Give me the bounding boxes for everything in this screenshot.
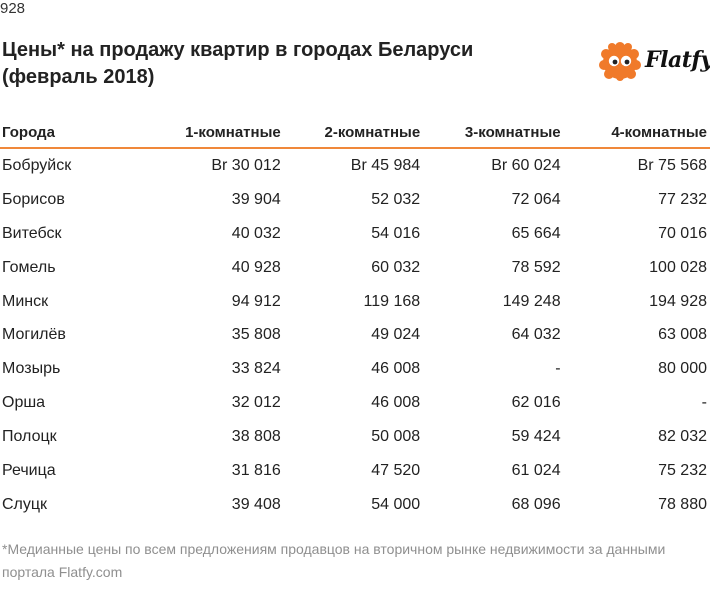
price-4-room-cell: 80 000 [658,360,707,378]
table-row: Бобруйск Br 30 012 Br 45 984 Br 60 024 Br 75… [0,148,710,183]
table-header-row: Города 1-комнатные 2-комнатные 3-комнатн… [0,117,710,149]
table-row: Полоцк 38 808 50 008 59 424 82 032 [0,420,710,454]
flatfy-logo: Flatfy [597,41,710,81]
table-row: Орша 32 012 46 008 62 016 - [0,386,710,420]
price-3-room-cell: 59 424 [511,428,561,446]
header-3-room: 3-комнатные [420,117,561,149]
header-4-room: 4-комнатные [560,117,710,149]
price-4-room-cell: 194 928 [649,292,707,310]
price-3-room-cell: 78 592 [511,258,561,276]
city-cell: Полоцк [2,428,57,446]
header-cities: Города [0,117,152,149]
table-row: Слуцк 39 408 54 000 68 096 78 880 [0,488,710,522]
price-3-room-cell: 62 016 [511,394,561,412]
price-4-room-cell: 82 032 [658,428,707,446]
price-4-room-cell: 75 232 [658,461,707,479]
city-cell: Витебск [2,224,62,242]
price-1-room-cell: 38 808 [231,428,281,446]
mascot-icon [599,42,641,81]
price-4-room-cell: 63 008 [658,326,707,344]
price-3-room-cell: 72 064 [511,190,561,208]
city-cell: Бобруйск [2,156,72,174]
price-2-room-cell: 47 520 [371,461,421,479]
price-1-room-cell: 35 808 [231,326,281,344]
price-1-room-cell: 40 032 [231,224,281,242]
header-2-room: 2-комнатные [280,117,421,149]
price-1-room-cell: 31 816 [231,461,281,479]
price-3-room-cell: - [555,360,561,378]
price-3-room-cell: 64 032 [511,326,561,344]
table-row: Минск 94 912 119 168 149 248 194 928 [0,285,710,319]
table-row: Гомель 40 928 60 032 78 592 100 028 [0,251,710,285]
price-1-room-cell: 32 012 [231,394,281,412]
price-4-room-cell: Br 75 568 [637,156,707,174]
footnote: *Медианные цены по всем предложениям про… [2,541,666,580]
price-2-room-cell: 54 016 [371,224,421,242]
price-2-room-cell: 54 000 [371,495,421,513]
price-3-room-cell: 149 248 [502,292,561,310]
city-cell: Слуцк [2,495,48,513]
price-1-room-cell: 39 408 [231,495,281,513]
price-4-room-cell: 77 232 [658,190,707,208]
table-row: Могилёв 35 808 49 024 64 032 63 008 [0,318,710,352]
price-3-room-cell: 68 096 [511,495,561,513]
table-row: Мозырь 33 824 46 008 - 80 000 [0,352,710,386]
table-row: Витебск 40 032 54 016 65 664 70 016 [0,217,710,251]
header-1-room: 1-комнатные [151,117,281,149]
city-cell: Могилёв [2,326,66,344]
price-4-room-cell: 78 880 [658,495,707,513]
price-1-room-cell: 40 928 [231,258,281,276]
price-4-room-cell: 100 028 [649,258,707,276]
city-cell: Борисов [2,190,65,208]
page-title: Цены* на продажу квартир в городах Белар… [2,39,474,88]
page-number: 928 [0,0,26,17]
city-cell: Минск [2,292,49,310]
city-cell: Мозырь [2,360,61,378]
table-body: Бобруйск Br 30 012 Br 45 984 Br 60 024 Br 75… [0,148,710,522]
price-4-room-cell: 70 016 [658,224,707,242]
price-2-room-cell: 49 024 [371,326,421,344]
price-3-room-cell: 65 664 [511,224,561,242]
price-2-room-cell: 60 032 [371,258,421,276]
brand-name: Flatfy [645,47,710,73]
city-cell: Речица [2,461,56,479]
price-1-room-cell: 94 912 [231,292,281,310]
city-cell: Гомель [2,258,56,276]
price-2-room-cell: 52 032 [371,190,421,208]
price-1-room-cell: Br 30 012 [211,156,281,174]
price-table: Города 1-комнатные 2-комнатные 3-комнатн… [0,117,710,522]
price-2-room-cell: 50 008 [371,428,421,446]
price-2-room-cell: 46 008 [371,394,421,412]
city-cell: Орша [2,394,46,412]
table-row: Борисов 39 904 52 032 72 064 77 232 [0,183,710,217]
price-2-room-cell: Br 45 984 [350,156,421,174]
price-1-room-cell: 39 904 [231,190,281,208]
table-row: Речица 31 816 47 520 61 024 75 232 [0,454,710,488]
price-2-room-cell: 46 008 [371,360,421,378]
price-4-room-cell: - [701,394,707,412]
price-3-room-cell: 61 024 [511,461,561,479]
price-2-room-cell: 119 168 [363,292,421,310]
price-3-room-cell: Br 60 024 [491,156,561,174]
price-1-room-cell: 33 824 [231,360,281,378]
